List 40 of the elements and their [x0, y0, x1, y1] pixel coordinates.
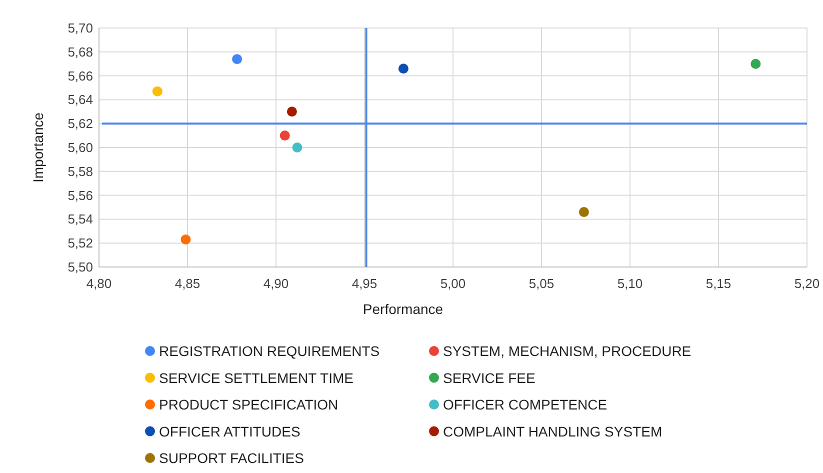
y-tick-label: 5,70 [68, 20, 93, 36]
y-tick-label: 5,64 [68, 92, 93, 108]
legend-label: PRODUCT SPECIFICATION [159, 396, 338, 412]
legend-label: SYSTEM, MECHANISM, PROCEDURE [443, 343, 692, 359]
legend-label: SUPPORT FACILITIES [159, 450, 304, 466]
point [232, 54, 242, 64]
y-tick-label: 5,50 [68, 260, 93, 274]
y-tick-label: 5,68 [68, 44, 93, 60]
point [398, 64, 408, 74]
y-tick-label: 5,58 [68, 164, 93, 179]
legend-label: SERVICE SETTLEMENT TIME [159, 370, 354, 386]
x-tick-label: 4,85 [174, 276, 200, 291]
point [292, 142, 302, 152]
x-axis-title: Performance [362, 301, 444, 317]
x-tick-label: 5,20 [794, 276, 820, 291]
y-tick-label: 5,54 [68, 212, 93, 227]
point [286, 106, 297, 117]
legend-label: SERVICE FEE [443, 370, 536, 386]
legend-label: REGISTRATION REQUIREMENTS [159, 343, 380, 359]
y-tick-label: 5,52 [68, 236, 93, 251]
point [750, 58, 761, 69]
x-tick-label: 5,15 [706, 276, 732, 291]
point [152, 86, 162, 96]
y-tick-label: 5,62 [68, 116, 93, 132]
x-tick-label: 5,00 [440, 276, 466, 291]
legend-label: COMPLAINT HANDLING SYSTEM [443, 423, 662, 440]
point [280, 130, 290, 141]
legend-label: OFFICER ATTITUDES [159, 423, 300, 440]
x-tick-label: 4,90 [263, 276, 289, 291]
x-tick-label: 4,95 [352, 276, 378, 291]
legend-label: OFFICER COMPETENCE [443, 396, 608, 412]
y-tick-label: 5,60 [68, 140, 93, 155]
y-tick-label: 5,66 [68, 68, 93, 84]
point [180, 234, 191, 245]
x-tick-label: 5,10 [617, 276, 643, 291]
x-tick-label: 4,80 [86, 276, 112, 291]
y-tick-label: 5,56 [68, 188, 93, 203]
y-axis-title: Importance [30, 112, 46, 183]
x-tick-label: 5,05 [528, 276, 554, 291]
point [578, 207, 589, 218]
